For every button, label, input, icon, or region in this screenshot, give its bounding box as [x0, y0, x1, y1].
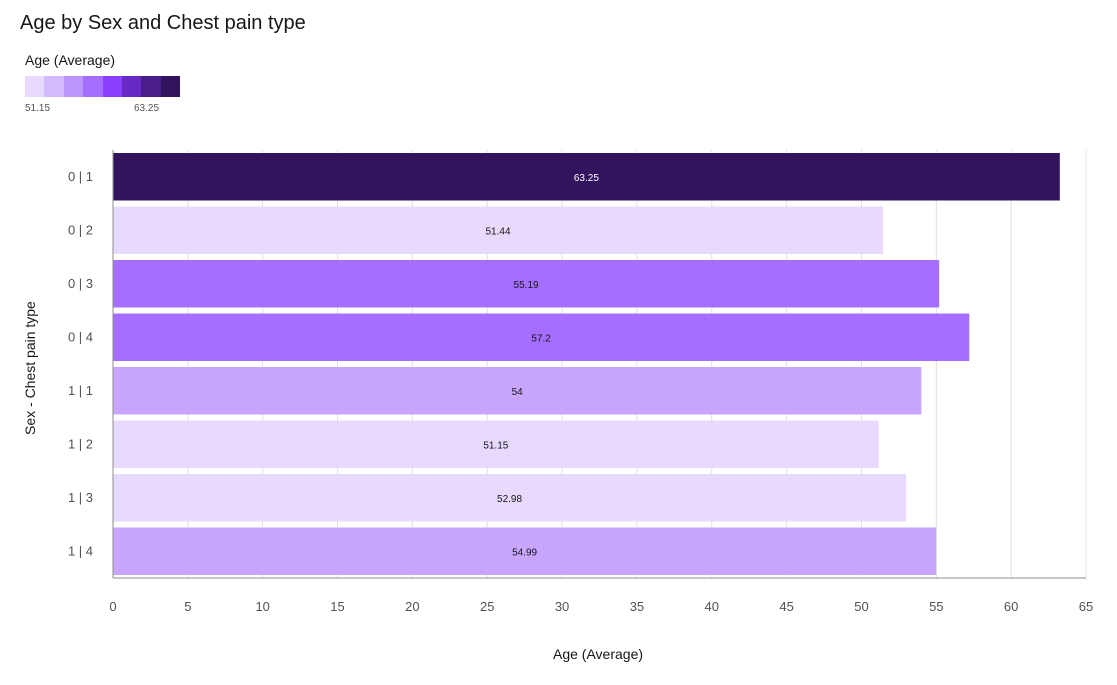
y-axis-label: Sex - Chest pain type — [22, 301, 38, 435]
y-tick-label: 0 | 2 — [68, 222, 93, 237]
axes: 0 5 10 15 20 25 30 35 40 45 50 55 60 65 0 | 1 0 | 2 0 | … — [68, 150, 1093, 614]
legend-swatch — [44, 76, 64, 97]
bar — [113, 313, 970, 361]
legend-color-scale — [25, 76, 181, 97]
y-tick-label: 0 | 3 — [68, 276, 93, 291]
legend-swatch — [83, 76, 103, 97]
chart-title: Age by Sex and Chest pain type — [20, 12, 306, 34]
bar-value-label: 51.15 — [483, 440, 508, 451]
x-axis-label: Age (Average) — [553, 646, 644, 662]
legend-swatch — [160, 76, 181, 97]
bar-value-label: 57.2 — [531, 333, 551, 344]
legend-swatch — [25, 76, 45, 97]
x-tick-label: 25 — [480, 599, 494, 614]
legend-swatch — [63, 76, 84, 97]
x-tick-label: 10 — [255, 599, 269, 614]
bars: 63.25 51.44 55.19 57.2 54 51.15 52.98 54.99 — [113, 153, 1060, 575]
y-tick-label: 1 | 4 — [68, 543, 93, 558]
bar-value-label: 52.98 — [497, 494, 522, 505]
x-tick-label: 45 — [779, 599, 793, 614]
bar — [113, 420, 879, 468]
x-tick-label: 5 — [184, 599, 191, 614]
legend-min-label: 51.15 — [25, 103, 51, 114]
bar-value-label: 54 — [512, 387, 524, 398]
x-tick-label: 15 — [330, 599, 344, 614]
x-tick-label: 20 — [405, 599, 419, 614]
x-tick-label: 30 — [555, 599, 569, 614]
x-tick-label: 60 — [1004, 599, 1018, 614]
bar-value-label: 63.25 — [574, 173, 599, 184]
y-tick-label: 1 | 1 — [68, 383, 93, 398]
bar — [113, 527, 937, 575]
bar — [113, 206, 884, 254]
x-tick-label: 55 — [929, 599, 943, 614]
x-tick-label: 50 — [854, 599, 868, 614]
legend-max-label: 63.25 — [134, 103, 160, 114]
legend-title: Age (Average) — [25, 52, 116, 68]
bar-value-label: 51.44 — [485, 226, 510, 237]
bar-value-label: 55.19 — [514, 280, 539, 291]
bar — [113, 367, 922, 415]
y-tick-label: 1 | 2 — [68, 436, 93, 451]
y-tick-label: 0 | 1 — [68, 169, 93, 184]
x-tick-label: 40 — [705, 599, 719, 614]
legend-swatch — [121, 76, 142, 97]
bar — [113, 474, 907, 522]
x-tick-label: 65 — [1079, 599, 1093, 614]
x-tick-label: 0 — [109, 599, 116, 614]
bar — [113, 260, 940, 308]
legend-swatch — [102, 76, 122, 97]
x-tick-label: 35 — [630, 599, 644, 614]
bar-value-label: 54.99 — [512, 547, 537, 558]
y-tick-label: 0 | 4 — [68, 329, 93, 344]
bar — [113, 153, 1060, 201]
y-tick-label: 1 | 3 — [68, 490, 93, 505]
legend-swatch — [141, 76, 161, 97]
